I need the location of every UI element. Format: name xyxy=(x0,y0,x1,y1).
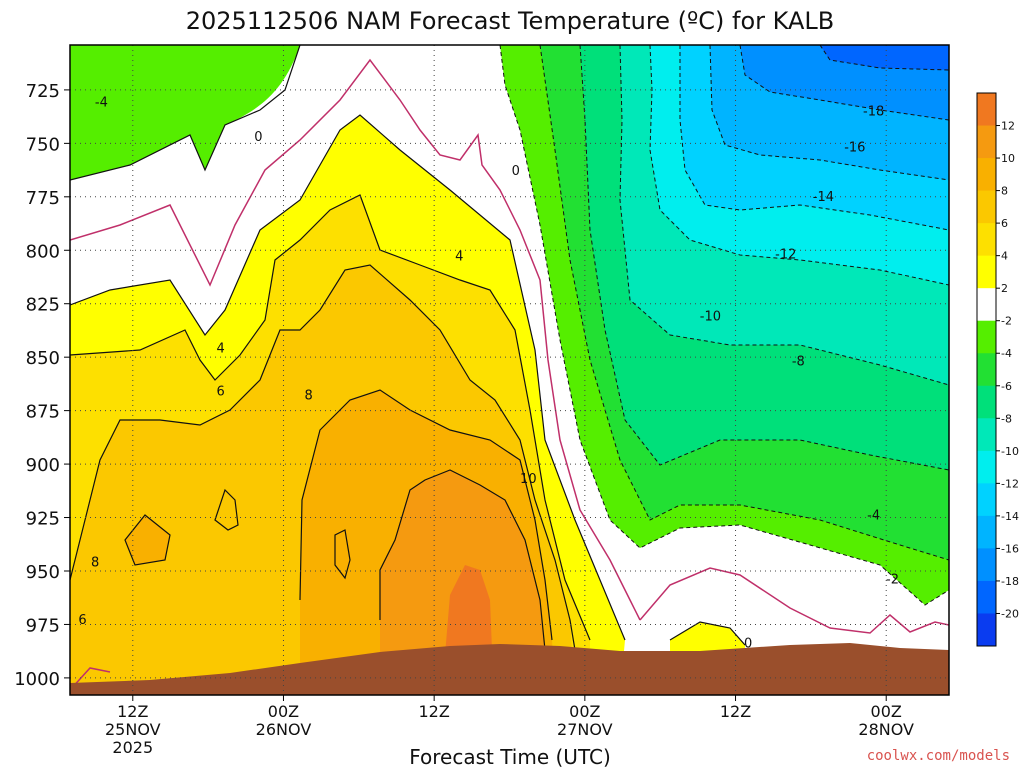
contour-label: -4 xyxy=(95,96,108,111)
y-tick-label: 775 xyxy=(26,188,60,209)
colorbar-label: 10 xyxy=(1001,152,1015,165)
freezing-isotherm xyxy=(70,58,949,691)
x-tick-label: 25NOV xyxy=(105,720,161,739)
colorbar-label: -6 xyxy=(1001,380,1012,393)
colorbar-swatch xyxy=(977,288,996,322)
y-tick-label: 1000 xyxy=(14,669,60,690)
contour-label: 6 xyxy=(217,384,225,399)
x-tick-label: 00Z xyxy=(268,702,299,721)
colorbar-swatch xyxy=(977,418,996,452)
y-tick-label: 950 xyxy=(26,562,60,583)
contour-label: -12 xyxy=(775,248,796,263)
x-tick-label: 2025 xyxy=(112,738,153,757)
colorbar-swatch xyxy=(977,320,996,354)
contour-label: 6 xyxy=(78,613,86,628)
x-tick-label: 12Z xyxy=(117,702,148,721)
terrain-surface xyxy=(70,643,949,695)
x-tick-label: 27NOV xyxy=(557,720,613,739)
colorbar-swatch xyxy=(977,450,996,484)
colorbar-label: -8 xyxy=(1001,412,1012,425)
contour-label: -4 xyxy=(867,508,880,523)
colorbar-label: 4 xyxy=(1001,250,1008,263)
colorbar-swatch xyxy=(977,223,996,257)
colorbar-label: -12 xyxy=(1001,477,1019,490)
contour-label: -8 xyxy=(792,354,805,369)
contour-label: 0 xyxy=(254,130,262,145)
contour-label: 8 xyxy=(304,389,312,404)
plot-frame xyxy=(69,44,950,696)
colorbar-swatch xyxy=(977,125,996,159)
x-tick-label: 28NOV xyxy=(858,720,914,739)
contour-label: -16 xyxy=(844,141,865,156)
colorbar-swatch xyxy=(977,483,996,517)
contour-label: 0 xyxy=(512,164,520,179)
y-tick-label: 875 xyxy=(26,402,60,423)
warm-contour-lines xyxy=(70,45,746,651)
chart-title: 2025112506 NAM Forecast Temperature (ºC)… xyxy=(186,7,835,35)
y-tick-label: 975 xyxy=(26,615,60,636)
contour-label: -2 xyxy=(886,573,899,588)
cold-contour-lines xyxy=(499,45,949,606)
y-tick-label: 900 xyxy=(26,455,60,476)
x-tick-label: 26NOV xyxy=(256,720,312,739)
y-tick-label: 750 xyxy=(26,134,60,155)
colorbar-label: 6 xyxy=(1001,217,1008,230)
x-tick-label: 00Z xyxy=(871,702,902,721)
contour-label: -14 xyxy=(813,190,834,205)
colorbar-swatch xyxy=(977,613,996,647)
x-tick-label: 00Z xyxy=(569,702,600,721)
cold-temperature-bands xyxy=(70,45,949,605)
contour-label: 4 xyxy=(217,342,225,357)
colorbar-label: -16 xyxy=(1001,542,1019,555)
colorbar-frame xyxy=(976,92,997,647)
colorbar-swatch xyxy=(977,158,996,192)
colorbar-swatch xyxy=(977,548,996,582)
colorbar-swatch xyxy=(977,385,996,419)
contour-label: 8 xyxy=(91,555,99,570)
contour-label: 0 xyxy=(744,637,752,652)
colorbar-label: -4 xyxy=(1001,347,1012,360)
y-tick-label: 925 xyxy=(26,509,60,530)
credit-text: coolwx.com/models xyxy=(867,748,1010,764)
colorbar-swatch xyxy=(977,255,996,289)
colorbar: 12 10 8 6 4 2 -2 -4 -6 -8 -10 -12 -14 -16 -18 -20 xyxy=(976,92,1019,647)
y-tick-label: 825 xyxy=(26,295,60,316)
grid-lines xyxy=(70,45,949,695)
colorbar-swatch xyxy=(977,190,996,224)
colorbar-label: -2 xyxy=(1001,315,1012,328)
y-tick-label: 850 xyxy=(26,348,60,369)
x-tick-label: 12Z xyxy=(720,702,751,721)
y-tick-label: 800 xyxy=(26,241,60,262)
colorbar-swatch xyxy=(977,93,996,127)
colorbar-swatch xyxy=(977,580,996,614)
x-axis-title: Forecast Time (UTC) xyxy=(409,745,611,768)
y-axis: 725 750 775 800 825 850 875 900 925 950 975 1000 xyxy=(14,81,70,690)
colorbar-label: -10 xyxy=(1001,445,1019,458)
colorbar-label: -14 xyxy=(1001,510,1019,523)
colorbar-label: 12 xyxy=(1001,120,1015,133)
x-tick-label: 12Z xyxy=(418,702,449,721)
colorbar-swatch xyxy=(977,353,996,387)
contour-label: -10 xyxy=(700,310,721,325)
warm-temperature-bands xyxy=(70,115,745,695)
contour-label: 10 xyxy=(520,472,537,487)
contour-label: -18 xyxy=(863,104,884,119)
contour-label: 4 xyxy=(455,250,463,265)
colorbar-label: 8 xyxy=(1001,185,1008,198)
colorbar-label: 2 xyxy=(1001,282,1008,295)
colorbar-label: -20 xyxy=(1001,607,1019,620)
colorbar-label: -18 xyxy=(1001,575,1019,588)
colorbar-swatch xyxy=(977,515,996,549)
y-tick-label: 725 xyxy=(26,81,60,102)
